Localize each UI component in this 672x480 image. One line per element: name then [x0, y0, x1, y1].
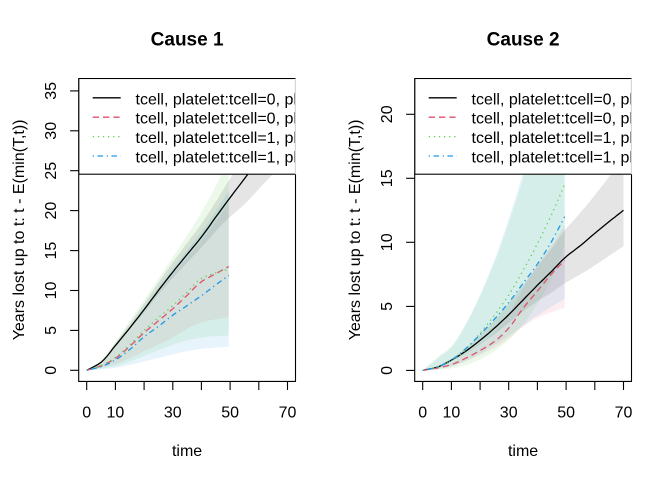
svg-text:70: 70	[279, 404, 297, 421]
svg-text:50: 50	[221, 404, 239, 421]
svg-text:0: 0	[82, 404, 91, 421]
svg-text:20: 20	[379, 105, 396, 123]
svg-text:10: 10	[107, 404, 125, 421]
svg-text:time: time	[172, 443, 202, 460]
svg-text:15: 15	[379, 169, 396, 187]
svg-text:time: time	[508, 443, 538, 460]
svg-text:30: 30	[43, 122, 60, 140]
svg-text:5: 5	[379, 302, 396, 311]
svg-text:30: 30	[164, 404, 182, 421]
svg-text:tcell, platelet:tcell=1, plate: tcell, platelet:tcell=1, platelet=0	[472, 130, 672, 147]
svg-text:0: 0	[418, 404, 427, 421]
svg-text:10: 10	[43, 282, 60, 300]
svg-text:0: 0	[379, 366, 396, 375]
svg-text:Years lost up to t: t - E(min(: Years lost up to t: t - E(min(T,t))	[347, 119, 364, 340]
svg-text:Years lost up to t: t - E(min(: Years lost up to t: t - E(min(T,t))	[11, 119, 28, 340]
svg-text:0: 0	[43, 366, 60, 375]
svg-text:15: 15	[43, 242, 60, 260]
svg-text:tcell, platelet:tcell=1, plate: tcell, platelet:tcell=1, platelet=0	[136, 130, 355, 147]
svg-text:tcell, platelet:tcell=0, plate: tcell, platelet:tcell=0, platelet=1	[136, 111, 355, 128]
svg-text:tcell, platelet:tcell=0, plate: tcell, platelet:tcell=0, platelet=1	[472, 111, 672, 128]
svg-text:50: 50	[557, 404, 575, 421]
svg-text:tcell, platelet:tcell=1, plate: tcell, platelet:tcell=1, platelet=1	[472, 150, 672, 167]
svg-text:25: 25	[43, 162, 60, 180]
svg-text:tcell, platelet:tcell=1, plate: tcell, platelet:tcell=1, platelet=1	[136, 150, 355, 167]
svg-text:10: 10	[379, 233, 396, 251]
svg-text:70: 70	[615, 404, 633, 421]
svg-text:tcell, platelet:tcell=0, plate: tcell, platelet:tcell=0, platelet=0	[136, 91, 355, 108]
svg-text:10: 10	[443, 404, 461, 421]
svg-text:tcell, platelet:tcell=0, plate: tcell, platelet:tcell=0, platelet=0	[472, 91, 672, 108]
svg-text:35: 35	[43, 82, 60, 100]
svg-text:20: 20	[43, 202, 60, 220]
svg-text:5: 5	[43, 326, 60, 335]
svg-text:30: 30	[500, 404, 518, 421]
svg-text:Cause 1: Cause 1	[151, 30, 224, 51]
svg-text:Cause 2: Cause 2	[487, 30, 560, 51]
